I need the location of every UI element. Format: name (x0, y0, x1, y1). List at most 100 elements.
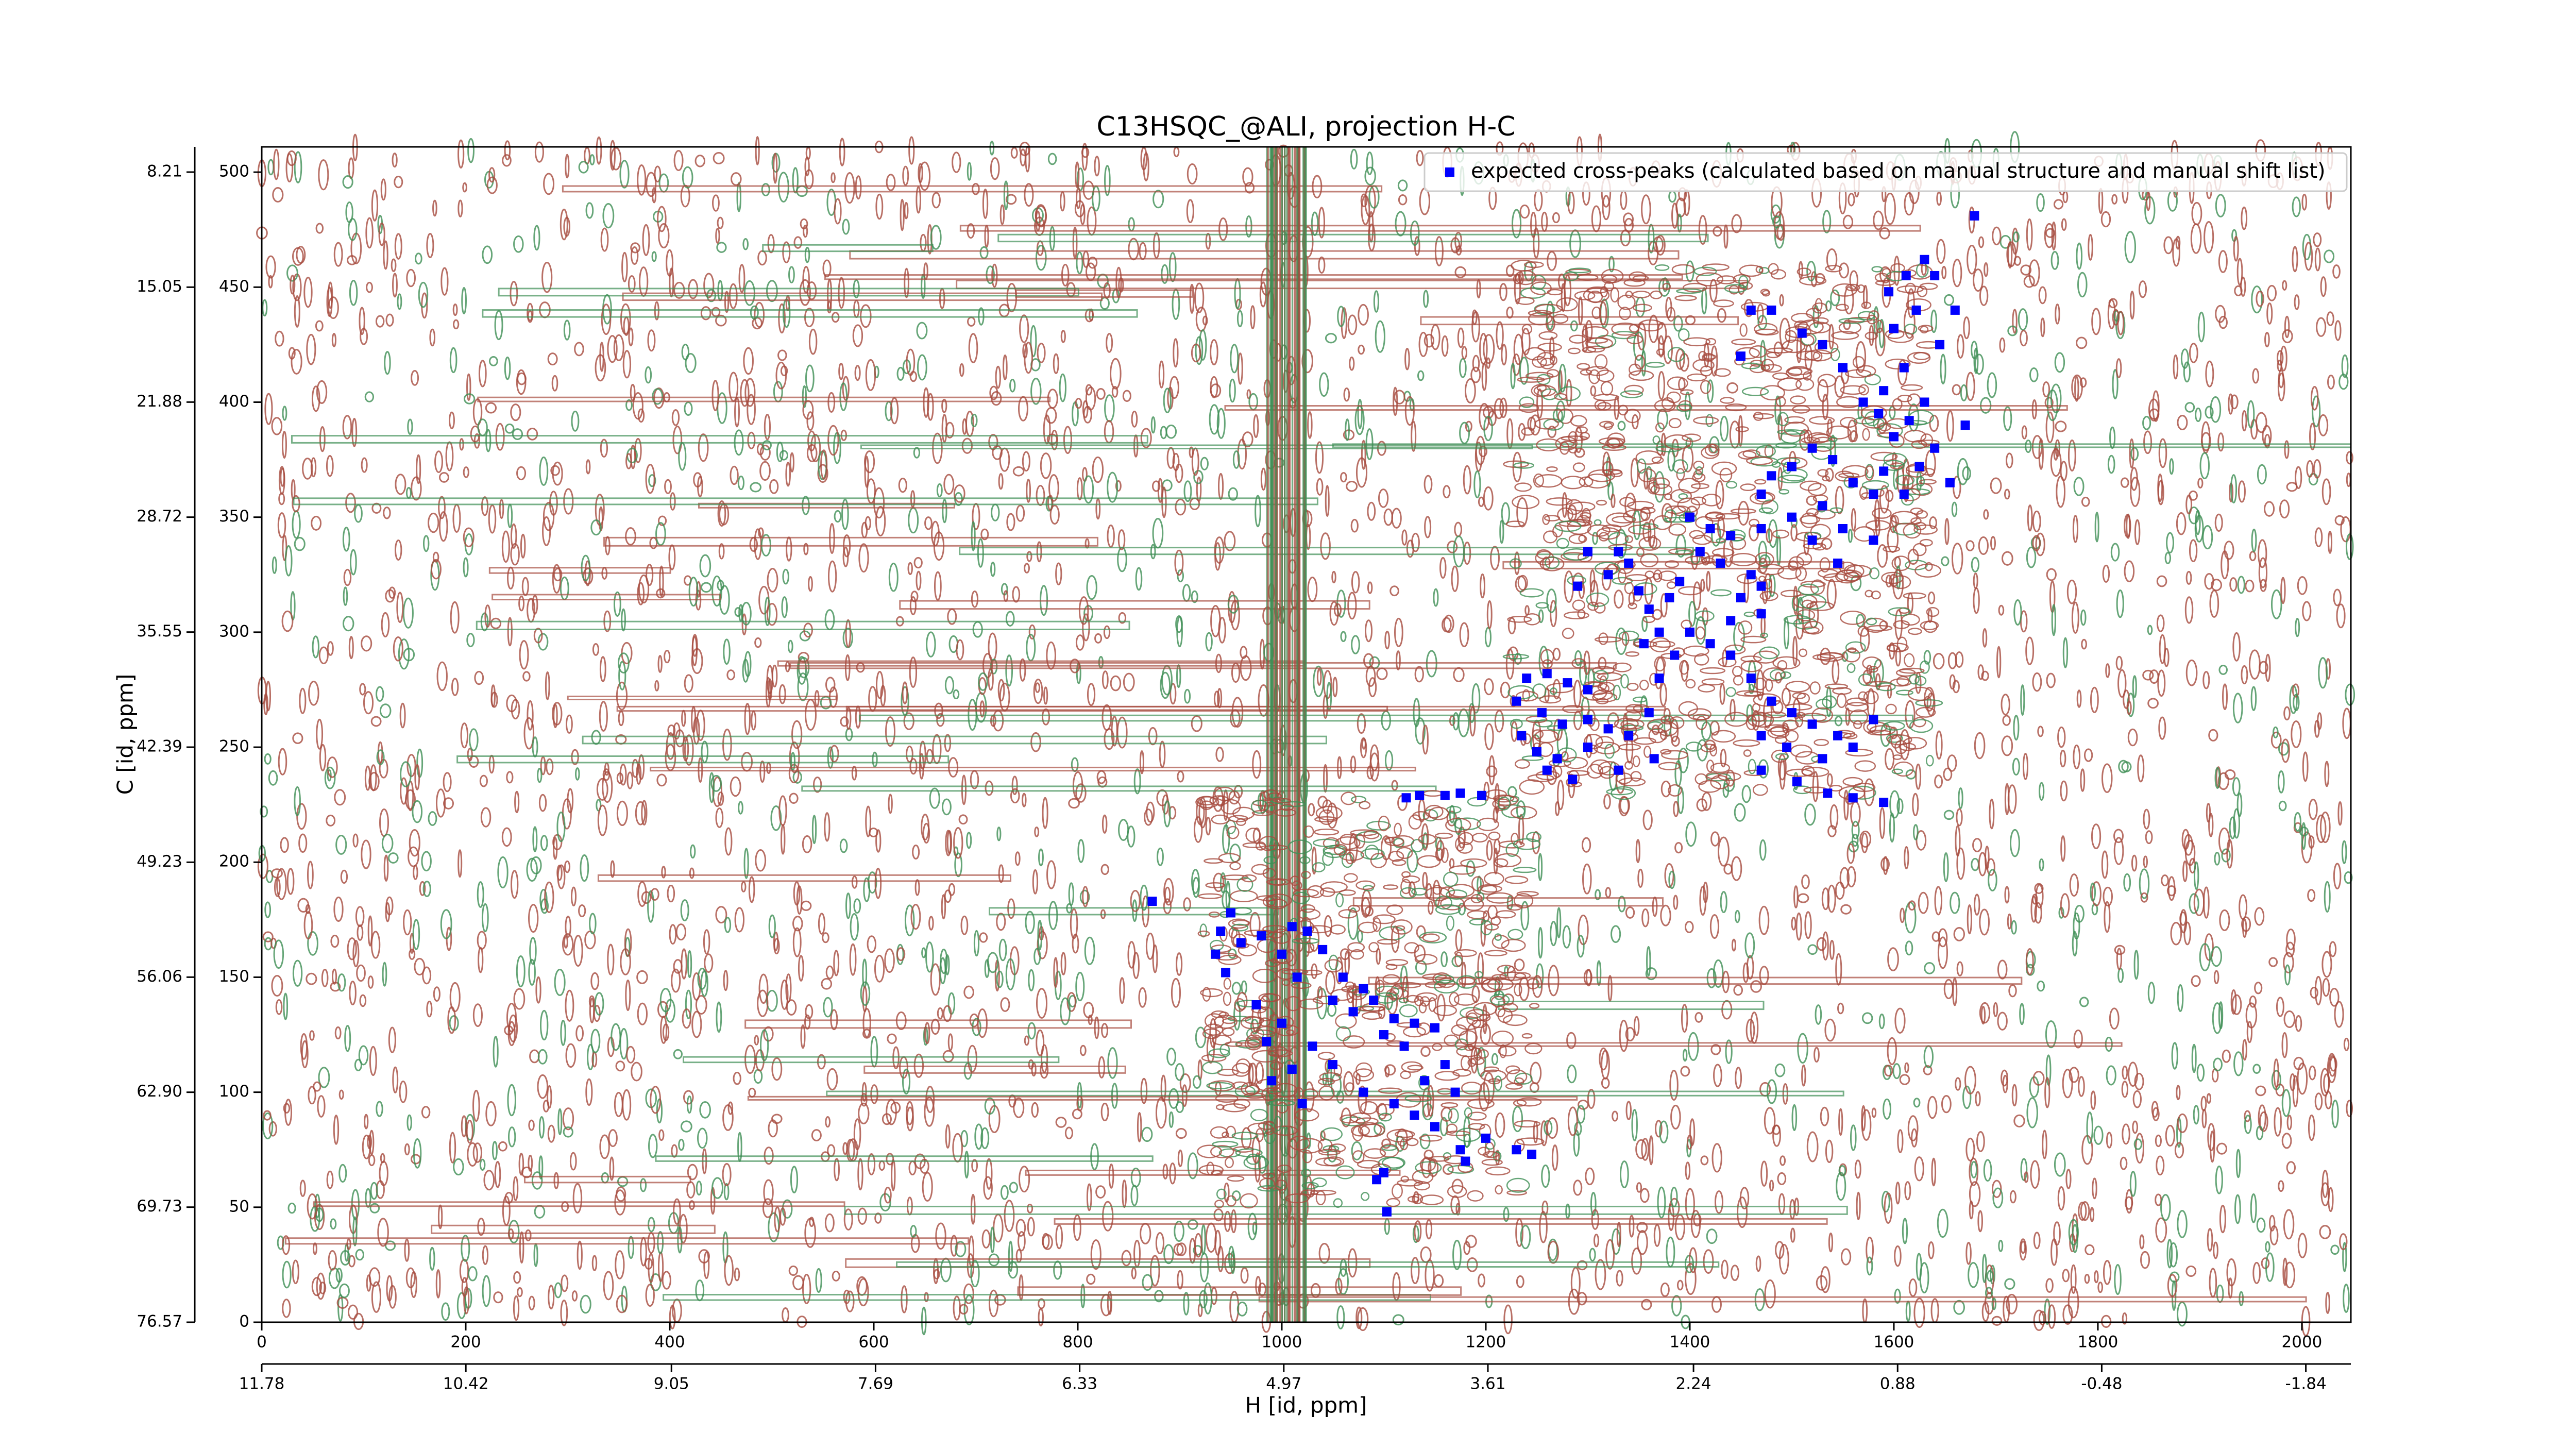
contour (1410, 220, 1420, 246)
contour (560, 208, 568, 241)
contour (262, 1112, 274, 1140)
contour (1923, 650, 1931, 665)
contour (1035, 682, 1041, 693)
contour (2254, 982, 2263, 995)
contour (2331, 1100, 2339, 1128)
contour (317, 1095, 326, 1118)
contour (2164, 552, 2172, 564)
contour (1943, 767, 1953, 781)
contour (964, 1151, 969, 1179)
contour (328, 1250, 337, 1271)
contour (770, 805, 782, 831)
contour (1879, 485, 1890, 514)
contour (1674, 841, 1683, 854)
contour (2251, 528, 2257, 552)
contour (930, 225, 942, 250)
contour (2304, 242, 2313, 271)
contour (1060, 952, 1066, 975)
contour (963, 1283, 974, 1304)
contour (2291, 720, 2302, 748)
contour (2185, 494, 2193, 515)
contour (1848, 529, 1853, 543)
contour (283, 992, 289, 1020)
contour (1101, 1023, 1109, 1038)
contour (2265, 1241, 2270, 1253)
contour (2123, 873, 2131, 892)
contour (1009, 378, 1016, 393)
contour (2222, 1049, 2231, 1063)
contour (381, 612, 390, 638)
contour (335, 834, 347, 855)
contour (767, 234, 775, 254)
contour (1202, 315, 1208, 326)
contour (2061, 218, 2067, 231)
contour (516, 955, 526, 988)
contour (294, 536, 306, 551)
contour (398, 638, 410, 670)
contour (2060, 780, 2068, 802)
contour (514, 790, 520, 814)
contour (1030, 325, 1037, 358)
contour (1949, 674, 1956, 690)
contour (1426, 650, 1437, 678)
contour (945, 830, 952, 856)
contour (388, 852, 399, 864)
contour (646, 172, 657, 197)
contour (782, 298, 791, 328)
contour (1894, 1245, 1902, 1267)
contour (1414, 666, 1424, 683)
contour (2334, 515, 2345, 526)
contour (1764, 1279, 1776, 1309)
contour (456, 1292, 467, 1319)
contour (781, 596, 788, 618)
contour (1549, 336, 1555, 360)
contour (1991, 1316, 2003, 1326)
contour (2084, 1244, 2095, 1256)
contour (884, 948, 895, 973)
contour (520, 533, 526, 559)
contour (815, 1268, 822, 1293)
contour (1187, 163, 1198, 185)
contour (268, 770, 278, 786)
contour (265, 870, 274, 883)
contour (405, 789, 416, 810)
contour (970, 1193, 976, 1225)
contour (504, 423, 515, 434)
contour (275, 999, 283, 1015)
contour (2019, 1003, 2025, 1025)
contour (829, 523, 835, 554)
contour (2090, 686, 2099, 713)
contour (841, 498, 849, 530)
contour (1255, 1152, 1261, 1183)
contour (703, 273, 715, 298)
contour (554, 1282, 562, 1299)
contour (734, 907, 745, 933)
contour (710, 774, 722, 792)
contour (786, 999, 797, 1016)
contour (924, 1022, 930, 1044)
contour (2308, 473, 2318, 486)
contour (747, 394, 756, 425)
contour (1336, 1305, 1345, 1329)
contour (2086, 1111, 2093, 1144)
contour (1232, 450, 1240, 469)
contour (1967, 245, 1977, 275)
contour (1158, 360, 1165, 389)
contour (1343, 387, 1350, 402)
contour (554, 968, 566, 996)
contour (997, 679, 1005, 702)
contour (727, 1101, 734, 1115)
contour (971, 591, 979, 608)
contour (429, 1246, 435, 1271)
contour (1413, 698, 1420, 727)
contour (1412, 1225, 1419, 1243)
contour (421, 1106, 431, 1119)
contour (874, 954, 885, 983)
contour (907, 562, 913, 575)
contour (1885, 490, 1894, 502)
contour (2092, 1177, 2097, 1200)
contour (281, 610, 294, 632)
contour (1944, 518, 1950, 545)
contour (301, 1040, 309, 1069)
